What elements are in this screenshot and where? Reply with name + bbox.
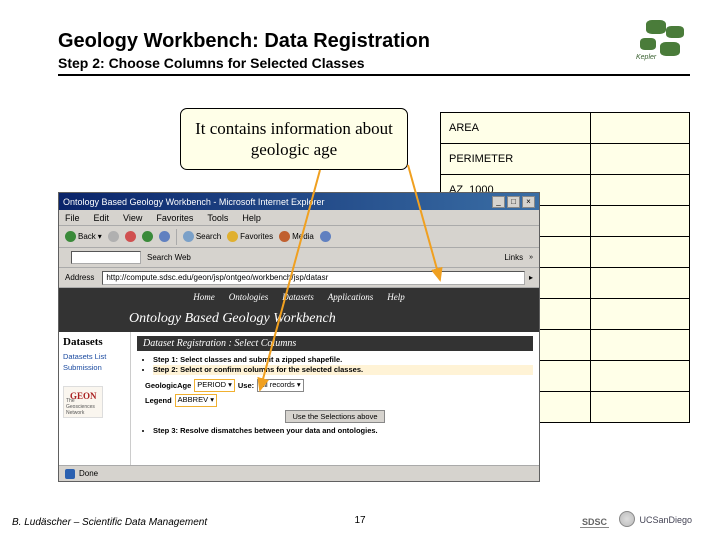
footer-author: B. Ludäscher – Scientific Data Managemen… — [12, 517, 207, 528]
favorites-button[interactable]: Favorites — [227, 231, 273, 242]
column-label: AREA — [441, 113, 591, 143]
section-title: Dataset Registration : Select Columns — [137, 336, 533, 351]
address-bar: Address ▸ — [59, 268, 539, 288]
footer-logos: SDSC UCSanDiego — [580, 510, 692, 528]
title-rule — [58, 74, 690, 76]
legend-row: Legend ABBREV ▾ — [137, 394, 533, 407]
column-value — [591, 237, 689, 267]
ucsd-seal-icon — [619, 511, 635, 527]
media-button[interactable]: Media — [279, 231, 314, 242]
menu-item-edit[interactable]: Edit — [94, 213, 110, 223]
column-value — [591, 299, 689, 329]
minimize-button[interactable]: _ — [492, 196, 505, 208]
steps-list-2: Step 3: Resolve dismatches between your … — [137, 426, 533, 436]
column-value — [591, 330, 689, 360]
sidebar-item-datasets-list[interactable]: Datasets List — [63, 352, 126, 361]
class-label: GeologicAge — [145, 381, 191, 390]
refresh-icon[interactable] — [142, 231, 153, 242]
column-value — [591, 206, 689, 236]
step-1: Step 1: Select classes and submit a zipp… — [153, 355, 533, 365]
browser-title: Ontology Based Geology Workbench - Micro… — [63, 197, 324, 207]
browser-window: Ontology Based Geology Workbench - Micro… — [58, 192, 540, 482]
column-label: PERIMETER — [441, 144, 591, 174]
geon-logo: GEON The Geosciences Network — [63, 386, 103, 418]
step-2: Step 2: Select or confirm columns for th… — [153, 365, 533, 375]
legend-select[interactable]: ABBREV ▾ — [175, 394, 217, 407]
nav-item-ontologies[interactable]: Ontologies — [229, 292, 269, 302]
column-value — [591, 392, 689, 422]
go-button[interactable]: ▸ — [529, 273, 533, 282]
browser-titlebar: Ontology Based Geology Workbench - Micro… — [59, 193, 539, 210]
site-banner: Ontology Based Geology Workbench — [59, 306, 539, 332]
google-search-input[interactable] — [71, 251, 141, 264]
menu-item-help[interactable]: Help — [242, 213, 261, 223]
status-text: Done — [79, 469, 98, 478]
column-value — [591, 144, 689, 174]
legend-label: Legend — [145, 396, 172, 405]
column-value — [591, 175, 689, 205]
slide-subtitle: Step 2: Choose Columns for Selected Clas… — [58, 55, 690, 71]
ie-icon — [65, 469, 75, 479]
browser-content: Home Ontologies Datasets Applications Help O… — [59, 288, 539, 465]
site-nav: Home Ontologies Datasets Applications Help — [59, 288, 539, 306]
browser-toolbar2: Search Web Links» — [59, 248, 539, 268]
nav-item-help[interactable]: Help — [387, 292, 405, 302]
sidebar-title: Datasets — [63, 336, 126, 348]
use-label: Use: — [238, 381, 254, 390]
address-label: Address — [65, 273, 94, 282]
media-icon — [279, 231, 290, 242]
menu-item-view[interactable]: View — [123, 213, 142, 223]
address-input[interactable] — [102, 271, 525, 285]
column-value — [591, 113, 689, 143]
maximize-button[interactable]: □ — [507, 196, 520, 208]
back-button[interactable]: Back ▾ — [65, 231, 102, 242]
table-row: PERIMETER — [440, 143, 690, 175]
ucsd-logo: UCSanDiego — [639, 515, 692, 525]
stop-icon[interactable] — [125, 231, 136, 242]
banner-title: Ontology Based Geology Workbench — [129, 311, 336, 327]
slide-title: Geology Workbench: Data Registration — [58, 30, 690, 53]
star-icon — [227, 231, 238, 242]
callout-box: It contains information about geologic a… — [180, 108, 408, 170]
table-row: AREA — [440, 112, 690, 144]
page-number: 17 — [354, 515, 365, 526]
column-value — [591, 268, 689, 298]
sidebar-item-submission[interactable]: Submission — [63, 363, 126, 372]
status-bar: Done — [59, 465, 539, 481]
class-select[interactable]: PERIOD ▾ — [194, 379, 235, 392]
menu-item-file[interactable]: File — [65, 213, 80, 223]
browser-menubar: File Edit View Favorites Tools Help — [59, 210, 539, 226]
column-value — [591, 361, 689, 391]
site-sidebar: Datasets Datasets List Submission GEON T… — [59, 332, 131, 465]
links-label: Links — [504, 253, 523, 262]
callout-text: It contains information about geologic a… — [189, 118, 399, 161]
close-button[interactable]: × — [522, 196, 535, 208]
steps-list: Step 1: Select classes and submit a zipp… — [137, 355, 533, 375]
forward-icon[interactable] — [108, 231, 119, 242]
menu-item-favorites[interactable]: Favorites — [156, 213, 193, 223]
class-row: GeologicAge PERIOD ▾ Use: all records ▾ — [137, 379, 533, 392]
nav-item-applications[interactable]: Applications — [328, 292, 374, 302]
nav-item-home[interactable]: Home — [193, 292, 215, 302]
use-selections-button[interactable]: Use the Selections above — [285, 410, 384, 423]
search-icon — [183, 231, 194, 242]
browser-toolbar: Back ▾ Search Favorites Media — [59, 226, 539, 248]
use-select[interactable]: all records ▾ — [257, 379, 303, 392]
home-icon[interactable] — [159, 231, 170, 242]
site-main: Dataset Registration : Select Columns St… — [131, 332, 539, 465]
menu-item-tools[interactable]: Tools — [207, 213, 228, 223]
step-3: Step 3: Resolve dismatches between your … — [153, 426, 533, 436]
history-icon[interactable] — [320, 231, 331, 242]
back-icon — [65, 231, 76, 242]
search-web-button[interactable]: Search Web — [147, 253, 191, 262]
search-button[interactable]: Search — [183, 231, 221, 242]
sdsc-logo: SDSC — [580, 517, 609, 528]
nav-item-datasets[interactable]: Datasets — [282, 292, 314, 302]
